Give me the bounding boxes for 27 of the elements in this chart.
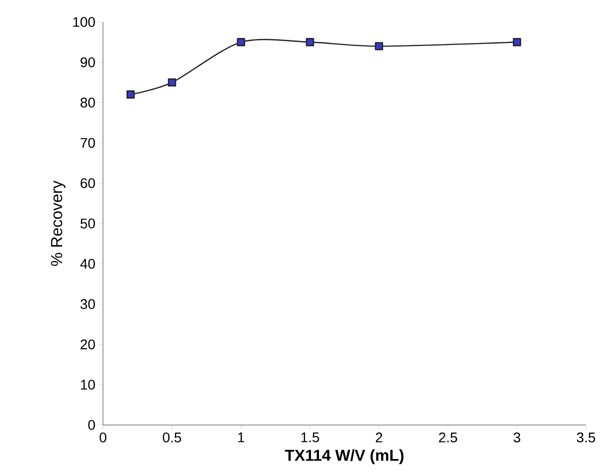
x-tick-label: 3 [514,432,520,442]
y-tick-label: 0 [88,420,95,430]
x-tick-label: 0.5 [162,432,182,442]
point [168,78,176,87]
x-tick-label: 1 [238,432,244,442]
y-tick-label: 100 [73,17,95,27]
x-tick-label: 3.5 [576,432,596,442]
y-tick-label: 80 [80,98,95,108]
y-tick-label: 20 [80,339,95,350]
y-tick-label: 30 [80,299,95,310]
y-tick-label: 90 [80,57,95,68]
x-tick-label: 2.5 [439,432,458,442]
y-tick-label: 70 [80,138,95,148]
point [126,90,135,99]
point [512,38,522,46]
point [306,38,314,46]
point [374,42,384,50]
y-axis-title: % Recovery [51,180,66,266]
y-tick-label: 40 [80,258,95,269]
y-tick-label: 60 [80,178,95,188]
x-axis-title: TX114 W/V (mL) [284,449,404,464]
point [236,38,246,46]
x-tick-label: 1.5 [301,432,320,442]
y-tick-label: 50 [80,218,95,228]
y-tick-label: 10 [81,380,95,390]
x-tick-label: 0 [100,432,106,442]
x-tick-label: 2 [376,432,382,442]
